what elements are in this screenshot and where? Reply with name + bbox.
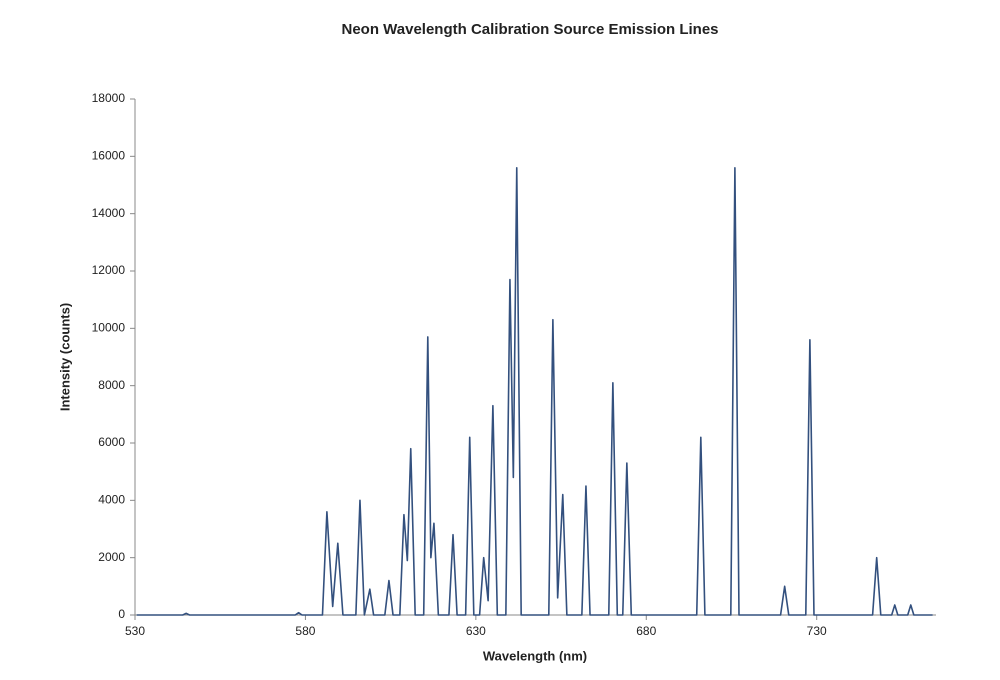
x-tick-label: 730 [807, 624, 827, 638]
y-tick-label: 6000 [98, 435, 125, 449]
x-tick-label: 530 [125, 624, 145, 638]
chart-title: Neon Wavelength Calibration Source Emiss… [341, 21, 718, 38]
y-tick-label: 16000 [92, 149, 126, 163]
y-axis-title: Intensity (counts) [57, 303, 72, 411]
y-tick-label: 18000 [92, 91, 126, 105]
y-tick-label: 12000 [92, 263, 126, 277]
y-tick-label: 4000 [98, 493, 125, 507]
y-tick-label: 8000 [98, 378, 125, 392]
x-axis-title: Wavelength (nm) [483, 648, 587, 663]
x-tick-label: 680 [636, 624, 656, 638]
y-tick-label: 0 [118, 607, 125, 621]
x-tick-label: 580 [295, 624, 315, 638]
y-tick-label: 10000 [92, 321, 126, 335]
x-tick-label: 630 [466, 624, 486, 638]
spectrum-line [136, 167, 933, 616]
y-tick-label: 2000 [98, 550, 125, 564]
y-tick-label: 14000 [92, 206, 126, 220]
